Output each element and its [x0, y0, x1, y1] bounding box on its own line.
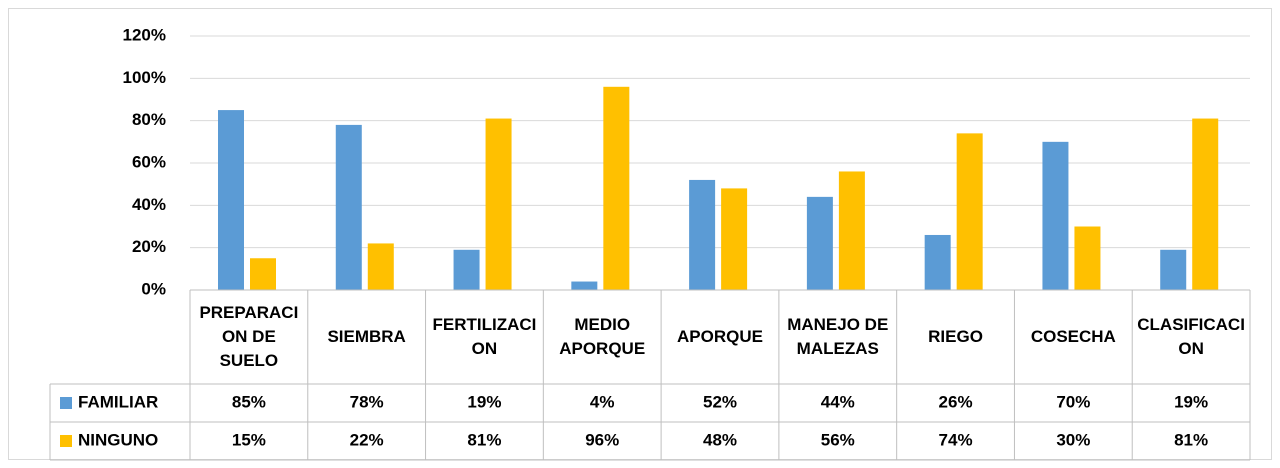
table-value: 74%	[939, 430, 973, 449]
x-tick-label: SIEMBRA	[327, 327, 406, 346]
y-tick-label: 60%	[132, 152, 166, 171]
table-value: 19%	[467, 392, 501, 411]
table-value: 4%	[590, 392, 615, 411]
bar	[218, 110, 244, 290]
x-tick-label: PREPARACION DE SUELO	[199, 303, 299, 370]
y-tick-label: 40%	[132, 195, 166, 214]
table-value: 26%	[939, 392, 973, 411]
bar	[838, 171, 865, 290]
bar	[689, 179, 716, 290]
bar	[250, 258, 276, 290]
table-value: 52%	[703, 392, 737, 411]
bar	[956, 133, 983, 290]
x-tick-label: FERTILIZACION	[432, 315, 537, 358]
bar	[367, 243, 394, 290]
table-value: 56%	[821, 430, 855, 449]
table-value: 30%	[1056, 430, 1090, 449]
legend-label: NINGUNO	[78, 430, 158, 449]
bar	[1160, 249, 1187, 290]
legend-key	[60, 397, 72, 409]
x-tick-label: MANEJO DE MALEZAS	[787, 315, 889, 358]
table-value: 81%	[1174, 430, 1208, 449]
table-value: 78%	[350, 392, 384, 411]
y-tick-label: 120%	[123, 25, 166, 44]
bar	[721, 188, 748, 290]
table-value: 81%	[467, 430, 501, 449]
y-tick-label: 100%	[123, 68, 166, 87]
table-value: 22%	[350, 430, 384, 449]
bar	[485, 118, 512, 290]
x-tick-label: COSECHA	[1030, 327, 1116, 346]
legend-label: FAMILIAR	[78, 392, 158, 411]
table-value: 70%	[1056, 392, 1090, 411]
y-tick-label: 0%	[141, 279, 166, 298]
legend-key	[60, 435, 72, 447]
x-tick-label: RIEGO	[928, 327, 983, 346]
bar	[806, 196, 833, 290]
bar	[1042, 141, 1069, 290]
y-tick-label: 20%	[132, 237, 166, 256]
bar	[453, 249, 480, 290]
bar	[335, 124, 362, 291]
x-tick-label: MEDIO APORQUE	[559, 315, 646, 358]
table-value: 48%	[703, 430, 737, 449]
bar	[1074, 226, 1101, 290]
table-value: 85%	[232, 392, 266, 411]
bar	[571, 281, 598, 290]
x-tick-label: APORQUE	[677, 327, 763, 346]
table-value: 19%	[1174, 392, 1208, 411]
table-value: 96%	[585, 430, 619, 449]
table-value: 44%	[821, 392, 855, 411]
bar	[1192, 118, 1219, 290]
bar	[603, 86, 630, 290]
x-tick-label: CLASIFICACION	[1137, 315, 1245, 358]
bar	[924, 234, 951, 290]
table-value: 15%	[232, 430, 266, 449]
y-tick-label: 80%	[132, 110, 166, 129]
